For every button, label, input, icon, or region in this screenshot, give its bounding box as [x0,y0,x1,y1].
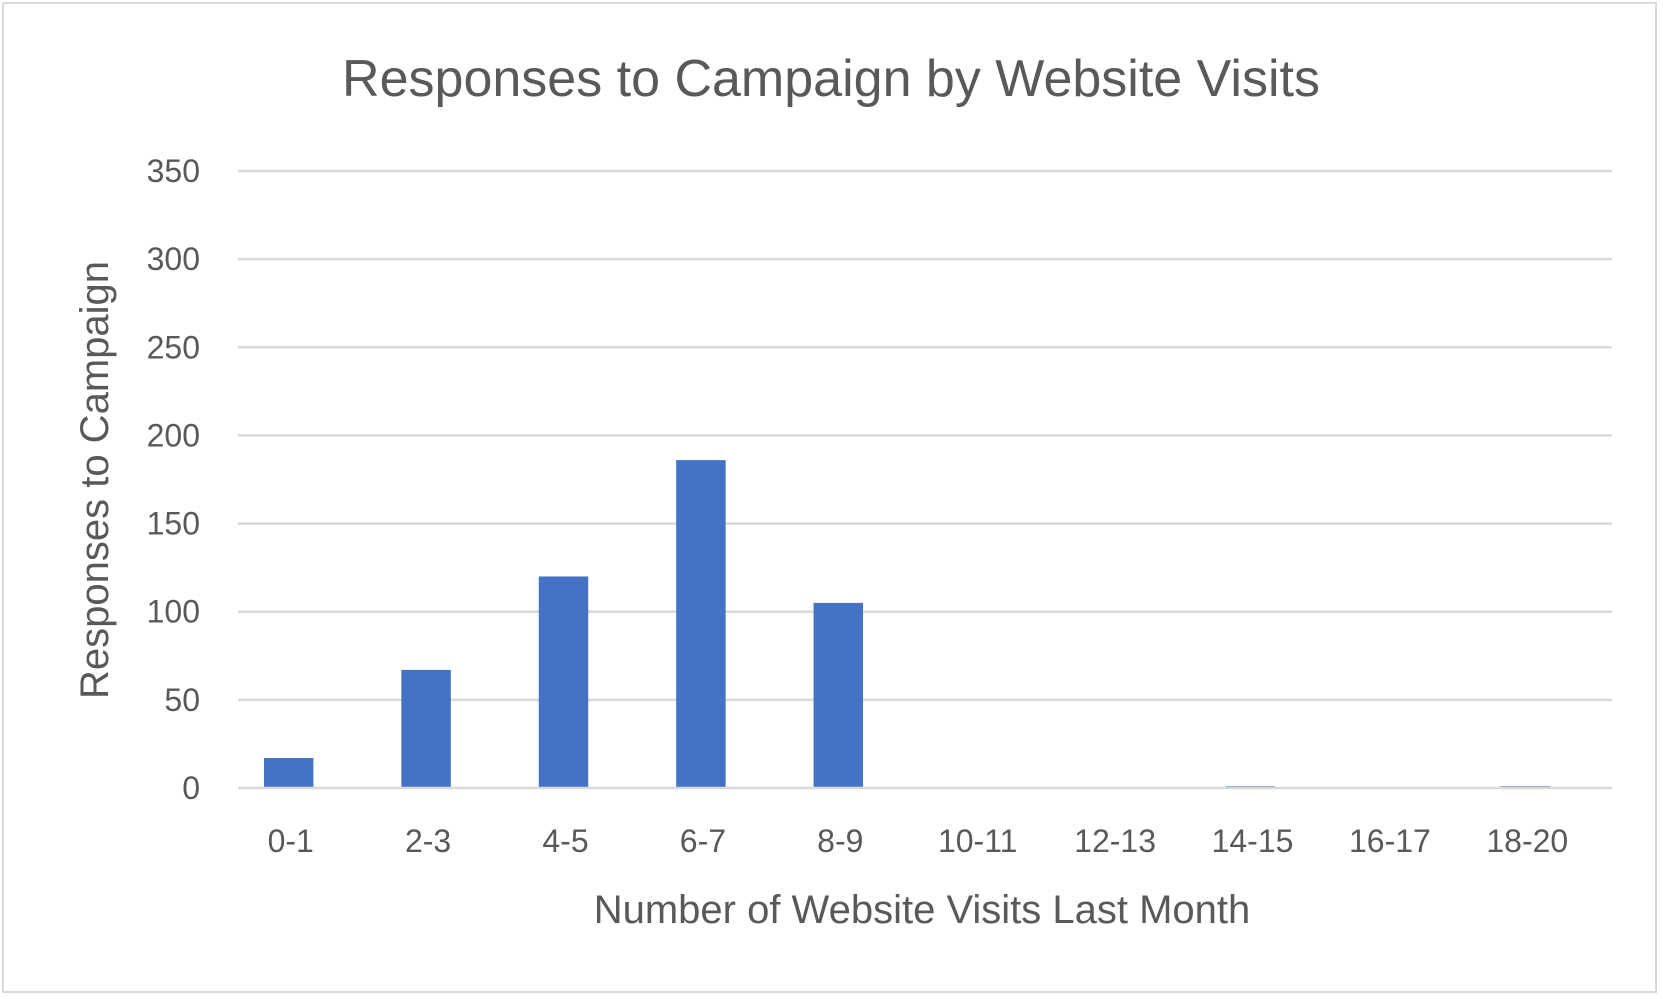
bar [813,602,864,788]
y-axis-title: Responses to Campaign [73,261,117,699]
x-tick-label: 14-15 [1212,823,1294,859]
bar [676,460,726,788]
bar [538,576,589,788]
y-tick-label: 250 [147,329,200,365]
bar [263,758,314,788]
x-tick-label: 6-7 [680,823,726,859]
y-tick-label: 50 [164,682,200,718]
y-tick-label: 100 [147,594,200,630]
x-axis-title: Number of Website Visits Last Month [594,888,1251,932]
x-axis-ticks: 0-1 2-3 4-5 6-7 8-9 10-11 12-13 14-15 16-17 18-20 [268,823,1569,859]
y-axis-ticks: 0 50 100 150 200 250 300 350 [147,153,200,806]
x-tick-label: 2-3 [405,823,451,859]
x-tick-label: 8-9 [817,823,863,859]
x-tick-label: 18-20 [1486,823,1568,859]
bar [401,669,451,788]
y-tick-label: 350 [147,153,200,189]
bars [263,460,1551,788]
x-tick-label: 12-13 [1074,823,1156,859]
y-tick-label: 0 [182,770,200,806]
x-tick-label: 16-17 [1349,823,1431,859]
gridlines [238,169,1612,702]
x-tick-label: 4-5 [542,823,588,859]
x-tick-label: 10-11 [938,823,1017,859]
y-tick-label: 300 [147,241,200,277]
x-tick-label: 0-1 [268,823,314,859]
y-tick-label: 150 [147,506,200,542]
chart-title: Responses to Campaign by Website Visits [342,50,1320,108]
y-tick-label: 200 [147,417,200,453]
